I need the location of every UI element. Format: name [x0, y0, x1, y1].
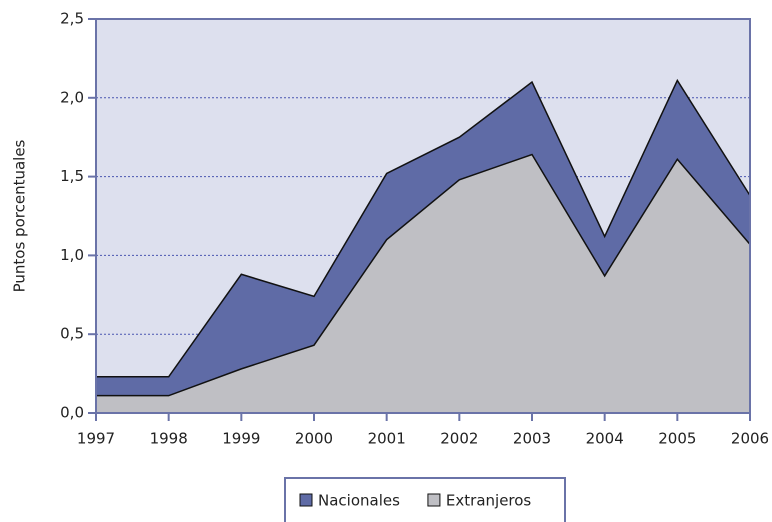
x-tick-label: 2001	[368, 430, 406, 448]
y-tick-label: 0,0	[60, 404, 84, 422]
x-tick-label: 2004	[586, 430, 624, 448]
legend-swatch	[427, 493, 441, 507]
x-tick-label: 1997	[77, 430, 115, 448]
x-tick-label: 2006	[731, 430, 769, 448]
area	[96, 80, 750, 396]
y-tick-label: 1,0	[60, 246, 84, 264]
legend-swatch	[299, 493, 313, 507]
plot-frame	[95, 18, 751, 414]
area-outline	[96, 78, 751, 378]
x-tick-label: 2005	[658, 430, 696, 448]
legend-label: Nacionales	[318, 492, 400, 510]
area-outline	[96, 153, 751, 397]
x-tick-label: 2003	[513, 430, 551, 448]
area	[96, 154, 750, 413]
y-tick-label: 0,5	[60, 325, 84, 343]
x-tick-label: 1998	[150, 430, 188, 448]
y-tick-label: 2,5	[60, 10, 84, 28]
x-tick-label: 2002	[440, 430, 478, 448]
legend-box	[284, 477, 566, 522]
legend-label: Extranjeros	[446, 492, 532, 510]
y-tick-label: 2,0	[60, 88, 84, 106]
x-tick-label: 1999	[222, 430, 260, 448]
y-axis-label: Puntos porcentuales	[11, 139, 29, 292]
x-tick-label: 2000	[295, 430, 333, 448]
y-tick-label: 1,5	[60, 167, 84, 185]
